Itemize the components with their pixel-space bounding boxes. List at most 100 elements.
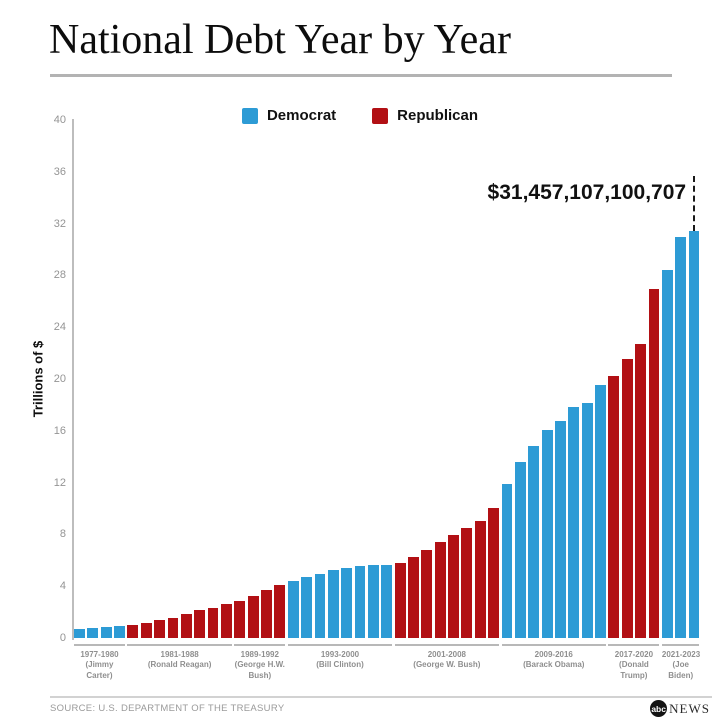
y-tick-label-12: 12: [53, 476, 66, 489]
x-group-years: 2001-2008: [427, 650, 466, 659]
bar-1987: [207, 607, 219, 638]
legend-item-democrat: Democrat: [241, 107, 337, 124]
bar-2019: [635, 343, 647, 638]
bar-2015: [581, 402, 593, 638]
bar-2008: [488, 508, 500, 638]
bar-1978: [87, 628, 99, 638]
bar-2006: [461, 527, 473, 638]
bar-2023: [688, 230, 700, 638]
x-group-label-1981-1988: 1981-1988 (Ronald Reagan): [127, 644, 232, 671]
x-group-president: (Ronald Reagan): [147, 660, 212, 670]
bar-1989: [234, 600, 246, 638]
y-axis-line: [72, 119, 74, 640]
bar-1981: [127, 625, 139, 638]
legend-label-republican: Republican: [397, 107, 479, 124]
bar-2005: [448, 535, 459, 638]
x-group-years: 1993-2000: [320, 650, 360, 659]
abc-news-wordmark: NEWS: [669, 700, 710, 716]
y-tick-label-8: 8: [59, 528, 66, 541]
bar-1995: [314, 573, 326, 638]
bar-2001: [394, 562, 406, 638]
y-axis-ticks: 0 4 8 12 16 20 24 28 32 36 40: [0, 114, 66, 644]
y-tick-label-24: 24: [53, 321, 66, 334]
y-tick-label-20: 20: [53, 373, 66, 385]
bar-2004: [434, 542, 446, 638]
x-group-years: 2009-2016: [534, 650, 573, 659]
bar-1979: [100, 627, 112, 638]
bar-1984: [167, 617, 179, 638]
annotation-dash-line: [693, 175, 696, 231]
bar-1994: [301, 577, 312, 638]
page-title: National Debt Year by Year: [49, 17, 511, 63]
bar-2002: [408, 557, 419, 638]
x-axis-groups: 1977-1980 (Jimmy Carter) 1981-1988 (Ronald …: [74, 644, 702, 696]
x-group-president: (George H.W. Bush): [234, 660, 285, 680]
bar-1991: [261, 590, 272, 638]
bar-2013: [555, 421, 566, 638]
footer-divider: [50, 696, 712, 698]
bar-1983: [154, 620, 166, 638]
x-group-president: (Joe Biden): [668, 660, 694, 680]
bar-1996: [327, 570, 339, 638]
x-group-president: (Donald Trump): [619, 660, 649, 680]
x-group-label-2001-2008: 2001-2008 (George W. Bush): [394, 644, 500, 671]
x-group-years: 1989-1992: [240, 650, 279, 659]
bar-2000: [381, 564, 393, 638]
bar-1980: [114, 626, 125, 638]
bar-2018: [621, 359, 633, 638]
x-group-years: 1977-1980: [80, 650, 119, 659]
democrat-color-swatch: [241, 107, 258, 124]
abc-news-logo: abc NEWS: [650, 700, 710, 717]
bar-2016: [595, 384, 606, 638]
y-tick-label-36: 36: [53, 165, 66, 178]
x-group-years: 2017-2020: [614, 650, 654, 659]
x-group-president: (Bill Clinton): [316, 660, 364, 670]
y-tick-label-16: 16: [53, 424, 66, 437]
bar-1985: [180, 614, 192, 638]
x-group-president: (Barack Obama): [523, 660, 585, 670]
y-tick-label-4: 4: [59, 580, 66, 593]
bar-1992: [274, 585, 286, 638]
y-tick-label-28: 28: [53, 269, 66, 282]
bar-1999: [367, 564, 379, 638]
x-group-label-1993-2000: 1993-2000 (Bill Clinton): [287, 644, 393, 671]
legend-item-republican: Republican: [372, 107, 478, 124]
bar-2021: [661, 269, 673, 638]
y-tick-label-32: 32: [53, 217, 66, 230]
bar-2014: [568, 407, 580, 638]
x-group-president: (Jimmy Carter): [85, 660, 114, 680]
x-group-years: 2021-2023: [661, 650, 701, 659]
republican-color-swatch: [372, 107, 389, 124]
bar-1982: [140, 623, 152, 638]
bar-2009: [501, 483, 513, 638]
bar-1993: [287, 580, 299, 638]
bar-2010: [514, 462, 526, 638]
source-credit: SOURCE: U.S. DEPARTMENT OF THE TREASURY: [50, 703, 285, 714]
chart-legend: Democrat Republican: [0, 107, 720, 124]
y-tick-label-40: 40: [53, 114, 66, 126]
x-group-years: 1981-1988: [160, 650, 199, 659]
bar-1986: [194, 610, 206, 638]
bar-1998: [354, 566, 366, 638]
abc-logo-icon: abc: [650, 700, 668, 717]
x-group-label-1989-1992: 1989-1992 (George H.W. Bush): [234, 644, 286, 681]
x-group-label-2021-2023: 2021-2023 (Joe Biden): [661, 644, 701, 681]
debt-total-annotation: $31,457,107,100,707: [487, 180, 687, 204]
x-group-label-2009-2016: 2009-2016 (Barack Obama): [501, 644, 606, 671]
plot-area: $31,457,107,100,707: [74, 120, 702, 638]
bar-2012: [541, 429, 553, 638]
bar-2011: [528, 446, 540, 638]
y-tick-label-0: 0: [59, 632, 66, 644]
bar-1990: [247, 596, 259, 638]
bar-2020: [648, 289, 660, 638]
bar-1997: [341, 567, 353, 638]
x-group-label-2017-2020: 2017-2020 (Donald Trump): [608, 644, 660, 681]
legend-label-democrat: Democrat: [266, 107, 337, 124]
bar-2022: [675, 237, 687, 638]
bar-2017: [608, 375, 620, 638]
bar-2007: [474, 521, 486, 638]
bar-1977: [74, 628, 85, 638]
x-group-president: (George W. Bush): [413, 660, 481, 670]
bar-1988: [220, 604, 232, 638]
bar-2003: [421, 550, 433, 638]
